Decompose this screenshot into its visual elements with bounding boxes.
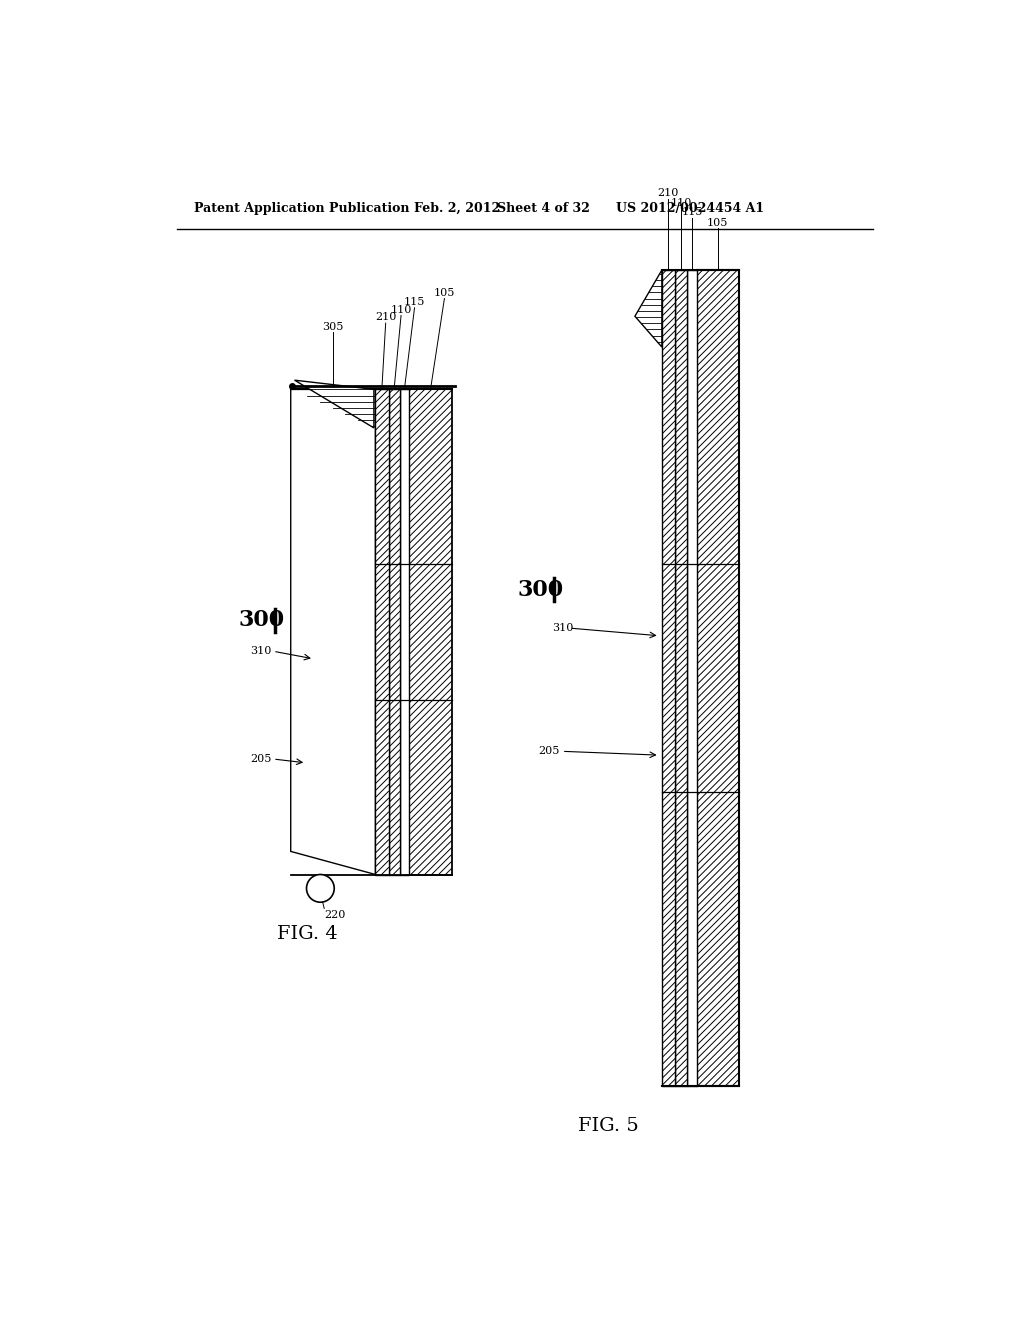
Polygon shape [291,389,376,875]
Text: 210: 210 [657,189,679,198]
Polygon shape [562,271,662,1086]
Circle shape [306,874,334,903]
Text: 300: 300 [239,610,285,631]
Polygon shape [662,271,675,1086]
Text: 310: 310 [553,623,573,634]
Text: 305: 305 [323,322,344,331]
Polygon shape [687,271,696,1086]
Text: 310: 310 [250,647,271,656]
Polygon shape [295,380,374,428]
Text: Patent Application Publication: Patent Application Publication [194,202,410,215]
Text: FIG. 5: FIG. 5 [578,1117,638,1135]
Text: 110: 110 [671,198,692,209]
Text: FIG. 4: FIG. 4 [278,924,338,942]
Polygon shape [410,389,453,875]
Polygon shape [675,271,687,1086]
Text: 220: 220 [325,909,345,920]
Text: US 2012/0024454 A1: US 2012/0024454 A1 [615,202,764,215]
Polygon shape [376,389,388,875]
Text: 210: 210 [375,313,396,322]
Text: 110: 110 [390,305,412,314]
Text: 115: 115 [403,297,425,308]
Text: 205: 205 [250,754,271,764]
Polygon shape [400,389,410,875]
Polygon shape [388,389,400,875]
Text: Feb. 2, 2012: Feb. 2, 2012 [414,202,500,215]
Text: 105: 105 [434,288,455,298]
Text: 115: 115 [681,207,702,216]
Polygon shape [635,271,662,347]
Text: 105: 105 [707,218,728,227]
Text: Sheet 4 of 32: Sheet 4 of 32 [497,202,590,215]
Text: 300: 300 [518,578,564,601]
Text: 205: 205 [539,746,560,756]
Polygon shape [696,271,739,1086]
